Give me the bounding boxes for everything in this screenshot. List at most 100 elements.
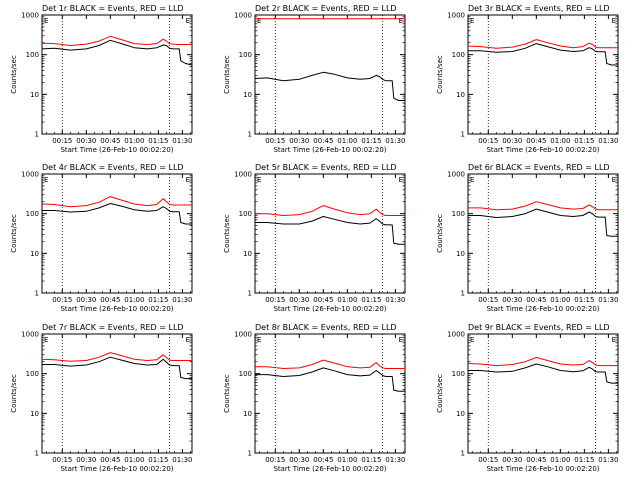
plot-frame [467, 173, 619, 294]
x-tick-label: 00:30 [289, 456, 309, 464]
interval-marker: E [612, 336, 616, 344]
x-tick-label: 01:15 [361, 456, 381, 464]
series-events-line [254, 71, 405, 101]
interval-marker: E [186, 176, 190, 184]
plot-frame [41, 173, 193, 294]
series-lld-line [41, 196, 192, 208]
y-tick-label: 1000 [21, 331, 39, 339]
x-tick-label: 00:15 [52, 137, 72, 145]
interval-marker: E [257, 336, 261, 344]
y-tick-label: 1000 [447, 331, 465, 339]
x-tick-label: 00:15 [478, 137, 498, 145]
y-tick-label: 1000 [447, 171, 465, 179]
series-events-line [468, 208, 618, 237]
y-tick-label: 10 [243, 410, 252, 418]
x-tick-label: 00:15 [52, 456, 72, 464]
plot-frame [254, 173, 406, 294]
y-tick-label: 10 [30, 410, 39, 418]
series-lld-line [255, 205, 405, 216]
y-tick-label: 1 [461, 131, 465, 139]
y-axis-label: Counts/sec [10, 55, 18, 94]
y-tick-label: 1000 [234, 12, 252, 20]
x-tick-label: 00:30 [289, 296, 309, 304]
x-tick-label: 00:45 [526, 137, 546, 145]
x-tick-label: 01:00 [337, 296, 357, 304]
series-events-line [42, 203, 192, 225]
plot-frame [254, 333, 406, 454]
x-tick-label: 01:00 [124, 137, 144, 145]
y-tick-label: 100 [452, 51, 465, 59]
y-tick-label: 1000 [21, 12, 39, 20]
x-tick-label: 00:15 [478, 456, 498, 464]
plot-frame [467, 333, 619, 454]
interval-marker: E [44, 336, 48, 344]
series-events-line [42, 356, 192, 380]
interval-marker: E [257, 17, 261, 25]
x-tick-label: 00:45 [100, 456, 120, 464]
interval-marker: E [399, 336, 403, 344]
y-tick-label: 1 [461, 450, 465, 458]
y-tick-label: 10 [243, 91, 252, 99]
panel-title: Det 3r BLACK = Events, RED = LLD [468, 4, 610, 13]
panel-title: Det 6r BLACK = Events, RED = LLD [468, 163, 610, 172]
y-axis-label: Counts/sec [223, 55, 231, 94]
x-tick-label: 00:45 [526, 456, 546, 464]
y-tick-label: 1000 [21, 171, 39, 179]
x-tick-label: 00:30 [502, 296, 522, 304]
interval-marker: E [186, 17, 190, 25]
series-events-line [468, 43, 618, 66]
x-tick-label: 01:00 [550, 296, 570, 304]
y-tick-label: 100 [239, 51, 252, 59]
plot-frame [41, 333, 193, 454]
panel-title: Det 7r BLACK = Events, RED = LLD [42, 323, 184, 332]
x-tick-label: 01:30 [385, 296, 405, 304]
x-tick-label: 01:15 [574, 456, 594, 464]
interval-marker: E [612, 176, 616, 184]
y-tick-label: 100 [26, 51, 39, 59]
x-axis-label: Start Time (26-Feb-10 00:02:20) [273, 305, 386, 313]
y-tick-label: 10 [456, 410, 465, 418]
interval-marker: E [399, 176, 403, 184]
plot-frame [254, 14, 406, 135]
x-tick-label: 01:30 [598, 296, 618, 304]
series-events-line [468, 363, 618, 384]
x-tick-label: 01:00 [337, 137, 357, 145]
x-tick-label: 01:30 [385, 137, 405, 145]
y-axis-label: Counts/sec [436, 214, 444, 253]
panel-title: Det 5r BLACK = Events, RED = LLD [255, 163, 397, 172]
interval-marker: E [186, 336, 190, 344]
x-tick-label: 01:00 [124, 456, 144, 464]
y-tick-label: 100 [239, 210, 252, 218]
x-tick-label: 01:15 [361, 296, 381, 304]
plot-frame [41, 14, 193, 135]
interval-marker: E [612, 17, 616, 25]
y-tick-label: 100 [26, 370, 39, 378]
y-tick-label: 10 [456, 91, 465, 99]
x-tick-label: 00:30 [289, 137, 309, 145]
x-axis-label: Start Time (26-Feb-10 00:02:20) [60, 465, 173, 473]
x-tick-label: 00:30 [76, 456, 96, 464]
x-tick-label: 01:30 [385, 456, 405, 464]
plot-frame [467, 14, 619, 135]
y-tick-label: 10 [456, 250, 465, 258]
x-tick-label: 00:15 [265, 137, 285, 145]
y-tick-label: 100 [26, 210, 39, 218]
x-axis-label: Start Time (26-Feb-10 00:02:20) [486, 465, 599, 473]
x-tick-label: 01:00 [550, 137, 570, 145]
series-lld-line [467, 357, 618, 367]
interval-marker: E [399, 17, 403, 25]
y-axis-label: Counts/sec [223, 214, 231, 253]
y-axis-label: Counts/sec [223, 374, 231, 413]
x-tick-label: 01:15 [574, 296, 594, 304]
y-tick-label: 10 [30, 250, 39, 258]
x-tick-label: 00:30 [76, 137, 96, 145]
panel-title: Det 9r BLACK = Events, RED = LLD [468, 323, 610, 332]
x-tick-label: 00:45 [313, 456, 333, 464]
x-tick-label: 00:15 [478, 296, 498, 304]
